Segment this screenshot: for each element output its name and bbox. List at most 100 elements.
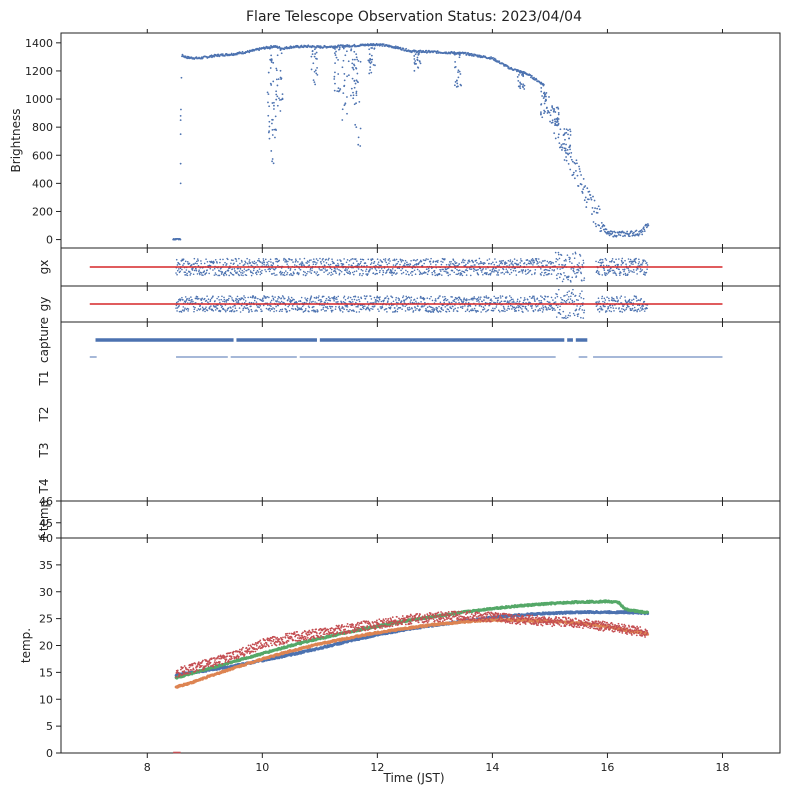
gx-point (269, 258, 272, 261)
gy-point (542, 309, 545, 311)
gy-point (445, 311, 448, 313)
gx-point (379, 269, 381, 272)
brightness-dip-point (543, 112, 545, 115)
brightness-dip-point (542, 97, 545, 100)
gx-point (406, 261, 408, 264)
gy-point (480, 305, 483, 308)
gy-point (410, 296, 413, 299)
gy-point (610, 306, 612, 309)
brightness-point (550, 109, 552, 112)
gx-point (572, 268, 575, 270)
gy-point (191, 298, 193, 301)
gy-point (278, 296, 281, 299)
gy-point (606, 296, 608, 299)
gx-point (523, 262, 526, 264)
gy-point (624, 296, 626, 298)
gy-point (396, 310, 399, 313)
gx-point (309, 269, 312, 271)
gx-point (280, 273, 282, 276)
brightness-dip-point (270, 61, 273, 63)
gx-point (283, 272, 286, 274)
gx-point (446, 267, 449, 270)
gy-point (618, 307, 620, 309)
gy-point (183, 309, 186, 311)
brightness-dip-point (457, 76, 460, 79)
gx-point (405, 269, 407, 272)
gx-point (553, 269, 556, 271)
gy-point (598, 311, 601, 313)
gy-point (281, 308, 284, 311)
gx-point (415, 259, 417, 262)
gx-point (303, 257, 306, 260)
gx-point (624, 274, 627, 276)
gy-point (287, 296, 290, 298)
gy-point (221, 305, 224, 308)
gx-point (327, 263, 330, 266)
gx-point (215, 273, 217, 276)
gx-point (518, 270, 521, 273)
gy-point (595, 305, 598, 307)
gy-point (216, 307, 219, 310)
gx-point (189, 271, 191, 273)
gy-point (253, 299, 256, 302)
gy-point (444, 297, 447, 300)
gx-point (197, 264, 200, 267)
gx-point (319, 257, 321, 260)
gx-point (562, 278, 565, 280)
gy-point (201, 301, 203, 304)
brightness-point (180, 108, 182, 111)
gy-point (439, 295, 441, 297)
gy-point (321, 304, 323, 306)
gy-point (261, 310, 263, 312)
gy-point (405, 298, 407, 301)
gy-point (564, 294, 566, 297)
gy-point (223, 296, 225, 299)
brightness-point (612, 235, 615, 238)
brightness-dip-point (522, 86, 524, 89)
gy-point (541, 311, 544, 313)
gy-point (522, 301, 525, 304)
gy-point (603, 301, 606, 304)
brightness-dip-point (272, 80, 275, 83)
gy-point (288, 309, 291, 312)
gy-point (494, 307, 496, 310)
gy-point (577, 299, 579, 302)
gx-point (286, 271, 289, 274)
gy-point (566, 293, 568, 296)
gy-point (508, 308, 511, 310)
gx-point (256, 269, 259, 272)
gx-point (537, 258, 540, 260)
brightness-dip-point (543, 95, 546, 98)
gy-point (401, 308, 403, 311)
brightness-dip-point (310, 55, 313, 58)
gx-point (601, 274, 604, 276)
gy-point (311, 309, 313, 312)
gy-point (453, 308, 455, 311)
brightness-point (494, 58, 497, 61)
gx-point (449, 273, 451, 276)
gy-point (331, 305, 334, 308)
brightness-point (640, 231, 643, 234)
gy-point (181, 309, 184, 311)
brightness-dip-point (312, 62, 315, 65)
gy-point (572, 293, 575, 296)
gy-point (434, 298, 437, 300)
gy-point (215, 305, 217, 307)
brightness-point (435, 52, 438, 54)
brightness-dip-point (281, 97, 284, 100)
gx-point (637, 262, 640, 265)
gx-point (556, 267, 559, 270)
gx-point (486, 259, 489, 261)
gy-point (250, 301, 253, 304)
gy-point (344, 304, 346, 307)
gx-point (267, 268, 269, 271)
gy-point (358, 311, 361, 313)
brightness-dip-point (337, 87, 340, 90)
brightness-point (641, 233, 644, 236)
gy-point (337, 300, 339, 303)
brightness-dip-point (313, 70, 316, 73)
brightness-dip-point (280, 98, 283, 101)
gx-point (529, 260, 531, 263)
brightness-dip-point (273, 104, 275, 107)
gy-point (230, 310, 233, 313)
